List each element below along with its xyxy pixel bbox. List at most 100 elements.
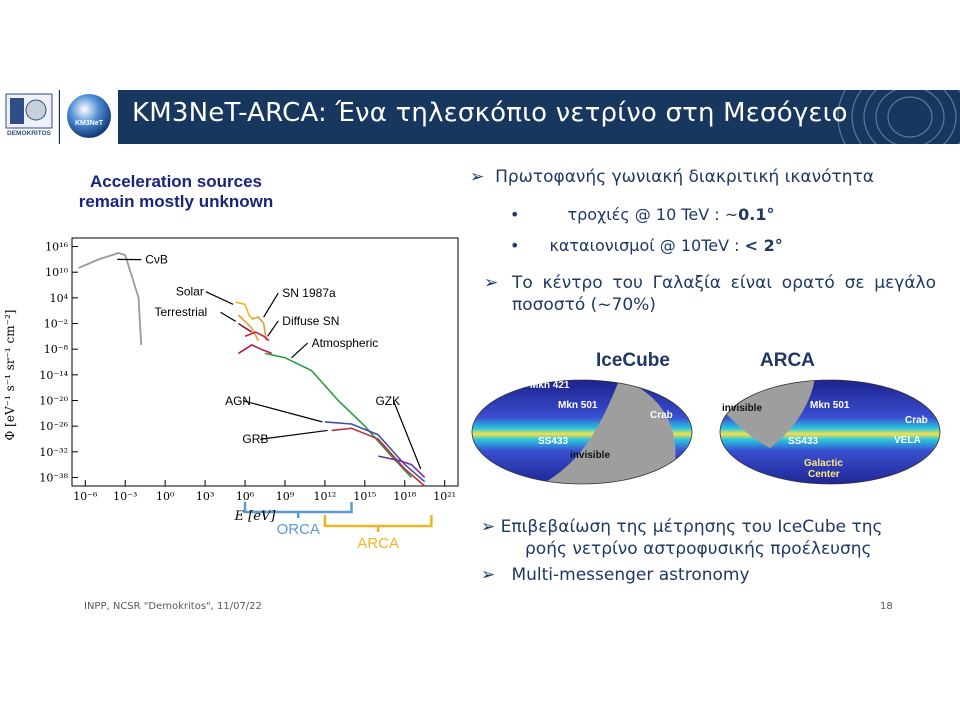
grb-curve xyxy=(331,427,426,487)
sub-bullet-showers: • καταιονισμοί @ 10TeV : < 2° xyxy=(510,236,783,255)
footer-text: INPP, NCSR "Demokritos", 11/07/22 xyxy=(84,601,262,612)
arca-label: Galactic xyxy=(804,458,843,469)
annotation-arrow xyxy=(392,400,422,470)
sub-bullet-tracks-value: 0.1° xyxy=(738,205,775,224)
x-tick-label: 10⁶ xyxy=(236,490,255,503)
plot-frame xyxy=(71,237,459,487)
annotation-atmospheric: Atmospheric xyxy=(312,336,379,350)
cnub-curve xyxy=(78,252,143,345)
x-tick-label: 10⁰ xyxy=(156,490,175,503)
x-axis-label: E [eV] xyxy=(234,509,277,524)
annotation-arrow xyxy=(263,292,279,318)
atmospheric-curve xyxy=(264,352,412,478)
sub-bullet-showers-value: < 2° xyxy=(744,236,783,255)
bullet-galactic-center: ➢ Το κέντρο του Γαλαξία είναι ορατό σε μ… xyxy=(484,272,936,316)
x-tick-label: 10¹² xyxy=(313,490,336,503)
bullet-multimessenger-text: Multi-messenger astronomy xyxy=(511,565,750,585)
terrestrial-curve xyxy=(237,322,253,333)
arca-label: Center xyxy=(808,469,840,480)
demokritos-logo-text: DEMOKRITOS xyxy=(7,130,51,137)
dot-bullet-icon: • xyxy=(510,236,520,255)
annotation-solar: Solar xyxy=(176,285,204,299)
acceleration-heading-line1: Acceleration sources xyxy=(90,172,262,191)
annotation-grb: GRB xyxy=(242,432,268,446)
arca-label: invisible xyxy=(722,403,762,414)
atmospheric-low-curve xyxy=(237,343,272,355)
icecube-map-title: IceCube xyxy=(596,350,670,371)
diffuse-sn-curve xyxy=(244,331,270,342)
x-tick-label: 10⁻⁶ xyxy=(73,490,98,503)
arca-sky-map xyxy=(720,380,940,484)
bullet-icecube-line2: ροής νετρίνο αστροφυσικής προέλευσης xyxy=(525,539,872,559)
arrow-bullet-icon: ➢ xyxy=(481,565,512,585)
km3net-logo-text: KM3NeT xyxy=(74,120,103,127)
km3net-logo: KM3NeT xyxy=(60,90,118,144)
y-tick-label: 10⁻¹⁴ xyxy=(39,369,68,382)
range-label-arca: ARCA xyxy=(357,535,399,552)
bullet-multimessenger: ➢ Multi-messenger astronomy xyxy=(481,565,750,585)
dot-bullet-icon: • xyxy=(510,205,520,224)
annotation-agn: AGN xyxy=(225,394,251,408)
annotation-c-b: CνB xyxy=(145,253,168,267)
x-tick-label: 10⁹ xyxy=(276,490,295,503)
acceleration-heading: Acceleration sources remain mostly unkno… xyxy=(36,172,316,212)
annotation-diffuse-sn: Diffuse SN xyxy=(282,314,339,328)
page-number: 18 xyxy=(880,601,893,612)
acceleration-heading-line2: remain mostly unknown xyxy=(78,192,274,211)
agn-curve xyxy=(324,421,426,483)
x-tick-label: 10³ xyxy=(196,490,214,503)
bullet-resolution-text: Πρωτοφανής γωνιακή διακριτική ικανότητα xyxy=(495,167,874,187)
annotation-arrow xyxy=(267,320,279,337)
sub-bullet-tracks-text: τροχιές @ 10 TeV : ~ xyxy=(567,205,739,224)
sn1987a-curve xyxy=(251,316,268,341)
annotation-arrow xyxy=(260,429,328,440)
y-tick-label: 10⁴ xyxy=(50,292,69,305)
arca-label: SS433 xyxy=(788,436,818,447)
annotation-sn-1987a: SN 1987a xyxy=(282,286,336,300)
solar-curve-2 xyxy=(237,314,260,341)
icecube-label: Crab xyxy=(650,410,673,421)
title-bar xyxy=(0,90,960,144)
annotation-arrow xyxy=(205,291,234,305)
arrow-bullet-icon: ➢ xyxy=(481,517,501,537)
arca-map-title: ARCA xyxy=(760,350,815,371)
x-tick-label: 10¹⁵ xyxy=(353,490,376,503)
annotation-arrow xyxy=(291,342,308,359)
icecube-label: Mkn 501 xyxy=(558,400,598,411)
bullet-galactic-center-text: Το κέντρο του Γαλαξία είναι ορατό σε μεγ… xyxy=(512,273,936,315)
y-tick-label: 10⁻²⁰ xyxy=(39,394,68,407)
arca-label: Mkn 501 xyxy=(810,400,850,411)
range-bracket-arca xyxy=(323,515,433,532)
sub-bullet-showers-text: καταιονισμοί @ 10TeV : xyxy=(549,236,745,255)
range-label-orca: ORCA xyxy=(277,521,320,538)
icecube-sky-map xyxy=(472,380,692,484)
slide-title: KM3NeT-ARCA: Ένα τηλεσκόπιο νετρίνο στη … xyxy=(132,98,848,128)
bullet-icecube-confirmation: ➢ Επιβεβαίωση της μέτρησης του IceCube τ… xyxy=(481,517,883,538)
sub-bullet-tracks: • τροχιές @ 10 TeV : ~0.1° xyxy=(510,205,774,224)
y-tick-label: 10⁻⁸ xyxy=(44,343,69,356)
x-tick-label: 10⁻³ xyxy=(113,490,137,503)
arca-label: VELA xyxy=(894,435,921,446)
annotation-arrow xyxy=(242,400,323,423)
arca-label: Crab xyxy=(905,415,928,426)
x-tick-label: 10²¹ xyxy=(433,490,456,503)
range-bracket-orca xyxy=(243,502,353,518)
arrow-bullet-icon: ➢ xyxy=(470,167,496,187)
y-axis-label: Φ [eV⁻¹ s⁻¹ sr⁻¹ cm⁻²] xyxy=(3,310,17,441)
bullet-resolution: ➢ Πρωτοφανής γωνιακή διακριτική ικανότητ… xyxy=(470,167,874,187)
y-tick-label: 10⁻³⁸ xyxy=(39,471,68,484)
annotation-terrestrial: Terrestrial xyxy=(155,305,208,319)
annotation-gzk: GZK xyxy=(375,394,400,408)
ripple-decoration xyxy=(837,90,960,144)
y-tick-label: 10¹⁶ xyxy=(45,241,68,254)
y-tick-label: 10⁻² xyxy=(44,318,68,331)
icecube-label: Mkn 421 xyxy=(530,380,570,391)
bullet-icecube-line1: Επιβεβαίωση της μέτρησης του IceCube της xyxy=(500,517,883,537)
x-tick-label: 10¹⁸ xyxy=(393,490,416,503)
arrow-bullet-icon: ➢ xyxy=(484,273,499,293)
y-tick-label: 10¹⁰ xyxy=(45,266,68,279)
y-tick-label: 10⁻³² xyxy=(39,446,68,459)
gzk-curve xyxy=(377,455,426,478)
annotation-arrow xyxy=(220,311,237,322)
solar-curve xyxy=(235,301,254,320)
